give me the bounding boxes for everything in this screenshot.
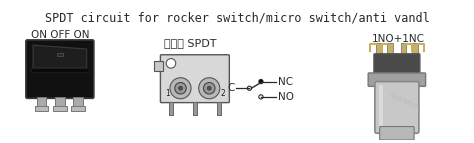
FancyBboxPatch shape: [380, 127, 414, 140]
Bar: [387, 43, 393, 55]
Bar: [376, 43, 382, 55]
Text: C: C: [228, 83, 235, 93]
Text: 轉換式 SPDT: 轉換式 SPDT: [164, 38, 216, 48]
Bar: [35, 106, 48, 111]
Circle shape: [175, 83, 186, 94]
Bar: [31, 68, 89, 72]
Circle shape: [247, 86, 252, 90]
Text: ON OFF ON: ON OFF ON: [31, 30, 89, 40]
Circle shape: [207, 86, 211, 90]
Bar: [154, 61, 163, 71]
Circle shape: [259, 95, 263, 99]
FancyBboxPatch shape: [375, 82, 419, 133]
Text: NO: NO: [278, 92, 294, 102]
Bar: [401, 43, 407, 55]
Bar: [169, 102, 173, 115]
FancyBboxPatch shape: [368, 73, 426, 86]
Circle shape: [203, 83, 215, 94]
Text: 1NO+1NC: 1NO+1NC: [371, 34, 424, 44]
Text: NC: NC: [278, 77, 293, 87]
Circle shape: [259, 80, 263, 84]
Bar: [379, 85, 383, 129]
Circle shape: [166, 59, 176, 68]
Text: 2: 2: [220, 90, 225, 99]
Text: SPDT circuit for rocker switch/micro switch/anti vandl: SPDT circuit for rocker switch/micro swi…: [45, 12, 429, 25]
Polygon shape: [33, 45, 87, 68]
Circle shape: [170, 78, 191, 99]
Bar: [72, 106, 85, 111]
Bar: [37, 97, 46, 110]
Bar: [217, 102, 221, 115]
Text: 1: 1: [165, 90, 170, 99]
Circle shape: [199, 78, 220, 99]
FancyBboxPatch shape: [160, 55, 229, 103]
Circle shape: [179, 86, 182, 90]
Bar: [193, 102, 197, 115]
Bar: [55, 97, 64, 110]
Bar: [53, 106, 66, 111]
FancyBboxPatch shape: [374, 54, 420, 77]
Text: clpswitch: clpswitch: [388, 91, 420, 110]
Bar: [73, 97, 83, 110]
FancyBboxPatch shape: [26, 40, 94, 98]
Bar: [412, 43, 418, 55]
Bar: [57, 53, 63, 56]
